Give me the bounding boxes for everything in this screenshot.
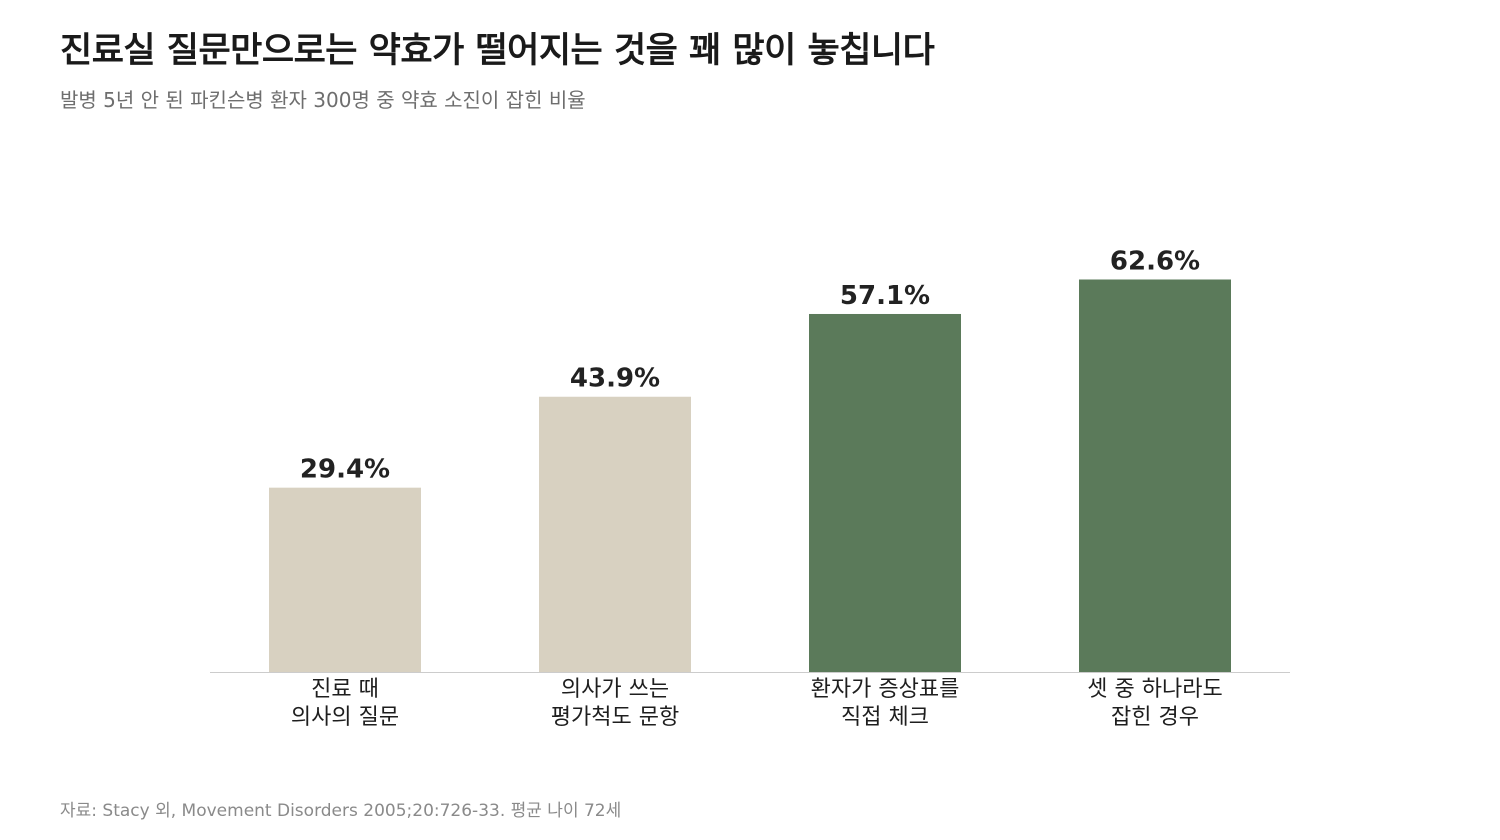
bar-value-label-1: 29.4%	[300, 455, 390, 485]
bar-value-label-4: 62.6%	[1110, 246, 1200, 276]
bar-value-label-2: 43.9%	[570, 364, 660, 394]
category-label-line: 환자가 증상표를	[811, 677, 960, 702]
bar-3	[809, 313, 961, 672]
category-label-line: 평가척도 문항	[551, 705, 679, 730]
chart-subtitle: 발병 5년 안 된 파킨슨병 환자 300명 중 약효 소진이 잡힌 비율	[60, 88, 586, 112]
bar-1	[269, 487, 421, 672]
source-note: 자료: Stacy 외, Movement Disorders 2005;20:…	[60, 801, 622, 821]
bar-4	[1079, 279, 1231, 672]
value-labels-group: 29.4% 43.9% 57.1% 62.6%	[300, 246, 1200, 484]
category-label-line: 진료 때	[311, 677, 379, 702]
bars-group	[269, 279, 1231, 672]
category-label-line: 잡힌 경우	[1111, 705, 1199, 730]
bar-value-label-3: 57.1%	[840, 281, 930, 311]
category-label-line: 직접 체크	[841, 705, 929, 730]
bar-2	[539, 396, 691, 672]
category-label-line: 의사가 쓰는	[561, 677, 669, 702]
category-label-line: 의사의 질문	[291, 705, 399, 730]
category-label-line: 셋 중 하나라도	[1087, 677, 1222, 702]
chart-title: 진료실 질문만으로는 약효가 떨어지는 것을 꽤 많이 놓칩니다	[60, 31, 935, 71]
